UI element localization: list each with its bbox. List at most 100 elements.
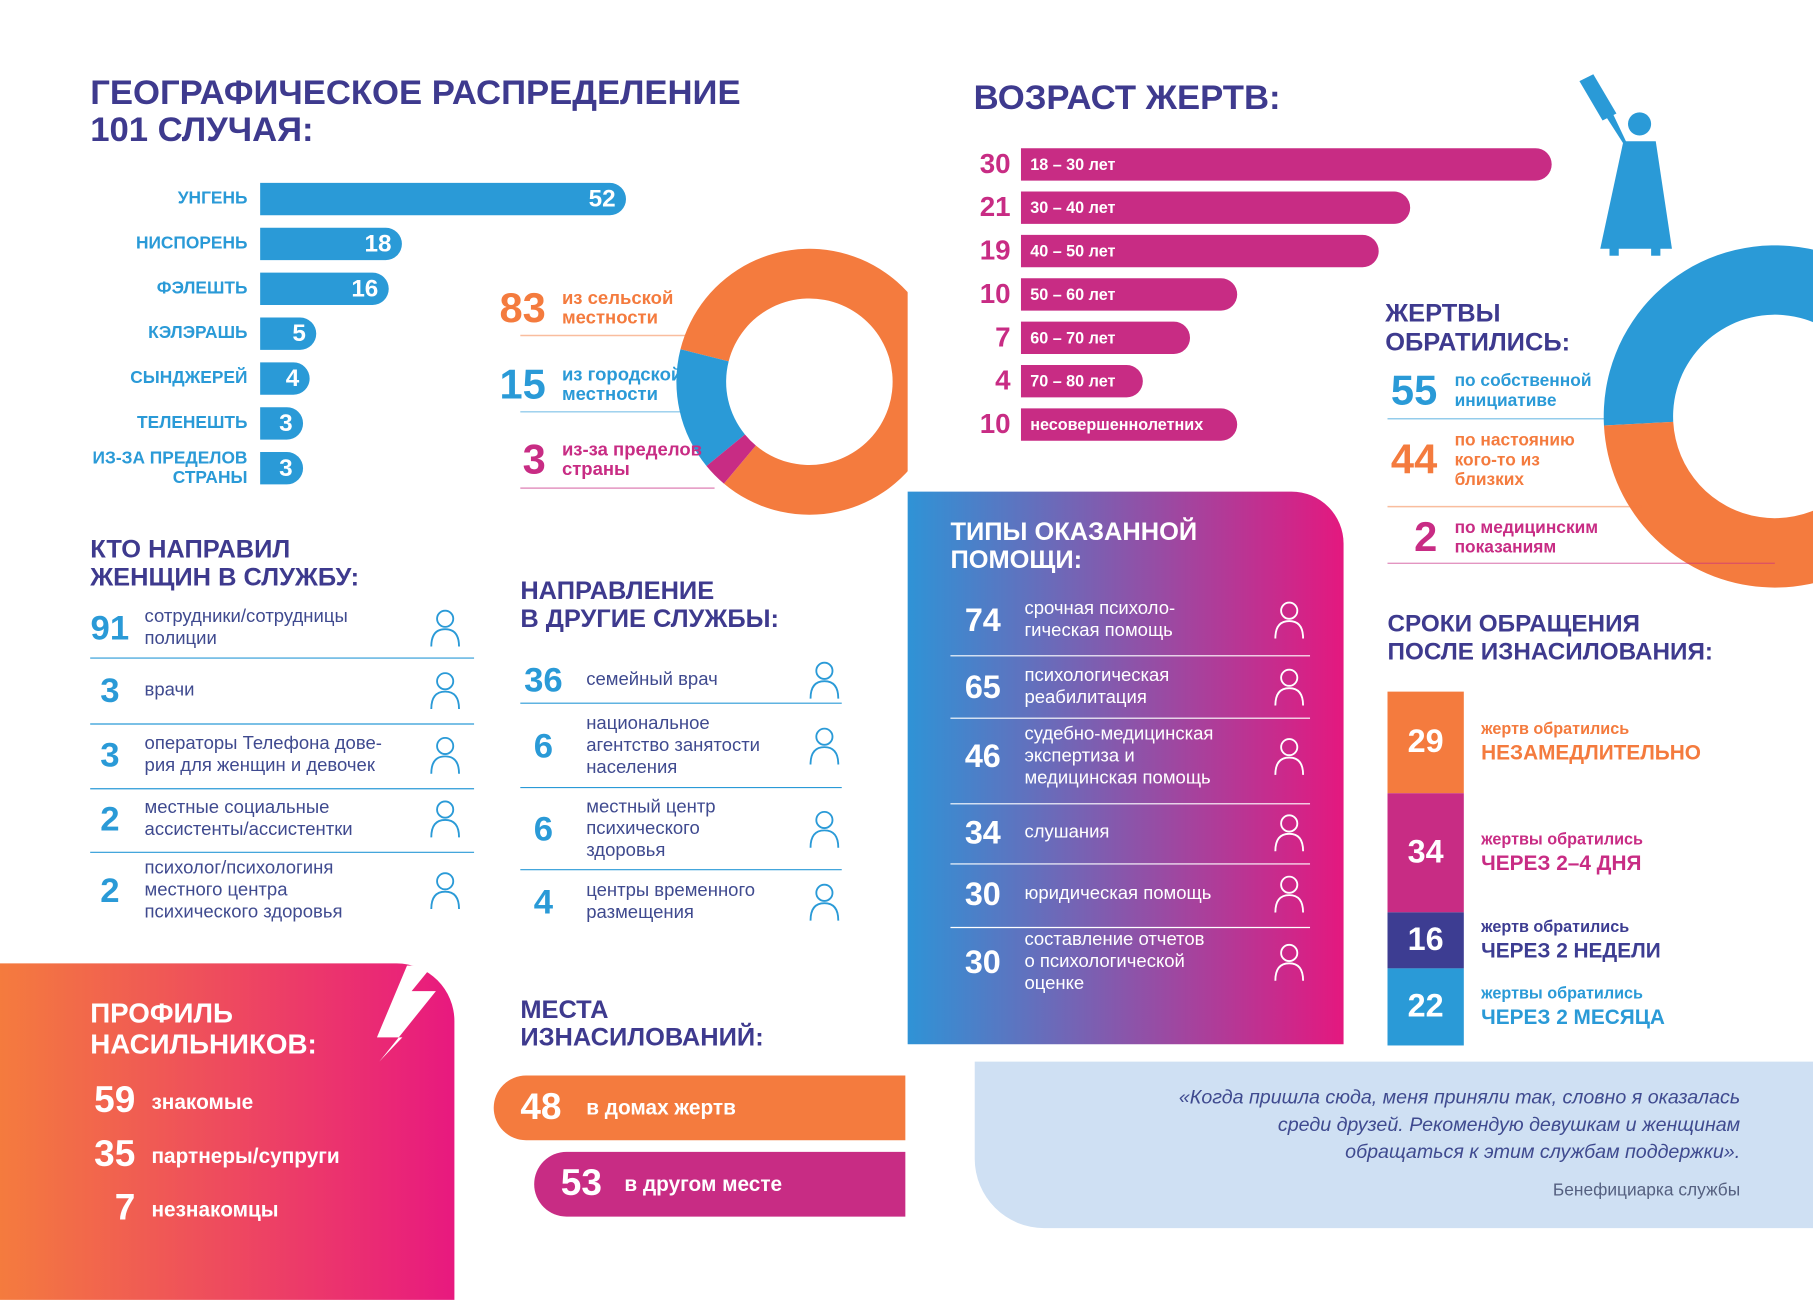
item-label: сотрудники/сотрудницы полиции <box>145 605 348 648</box>
item-value: 91 <box>91 610 130 648</box>
icon-body <box>1274 894 1305 913</box>
value-label: 4 <box>995 365 1011 396</box>
icon <box>430 800 460 838</box>
item-label: в домах жертв <box>586 1097 736 1120</box>
item-value: 4 <box>534 884 554 922</box>
value-label: 3 <box>279 410 293 437</box>
category-label: 18 – 30 лет <box>1030 156 1115 174</box>
caption: жертв обратились <box>1480 918 1629 936</box>
icon <box>430 736 460 774</box>
item-label: незнакомцы <box>151 1198 278 1221</box>
bar-segment <box>1387 793 1464 913</box>
item-value: 3 <box>100 737 119 775</box>
donut-segment <box>680 248 908 515</box>
value-label: 19 <box>980 235 1011 266</box>
item-value: 46 <box>965 738 1001 774</box>
bar <box>260 317 317 350</box>
icon <box>1274 875 1305 913</box>
icon-head <box>1280 814 1299 833</box>
item-label: знакомые <box>151 1091 253 1114</box>
value-label: 18 <box>365 230 392 257</box>
bar <box>1020 191 1411 224</box>
section-title: КТО НАПРАВИЛ ЖЕНЩИН В СЛУЖБУ: <box>89 535 359 591</box>
bar <box>260 407 304 440</box>
value-label: 16 <box>351 275 378 302</box>
value-label: 2 <box>1414 513 1437 560</box>
donut-segment <box>1603 421 1813 588</box>
category-label: по настоянию кого-то из близких <box>1455 429 1575 488</box>
donut <box>676 248 908 515</box>
bar <box>260 182 626 216</box>
icon-body <box>1274 962 1305 981</box>
bar <box>260 452 304 485</box>
value-label: 83 <box>499 284 545 331</box>
icon-body <box>430 755 460 774</box>
value-label: 52 <box>589 186 616 213</box>
quote-panel <box>974 1061 1813 1229</box>
icon <box>809 883 840 921</box>
icon-head <box>1280 738 1299 757</box>
item-label: местные социальные ассистенты/ассистентки <box>145 796 353 839</box>
item-value: 6 <box>534 727 553 765</box>
bar <box>1020 321 1191 354</box>
icon-head <box>436 872 455 891</box>
item-label: судебно-медицинская экспертиза и медицинск… <box>1024 722 1213 787</box>
icon <box>1274 738 1305 775</box>
bar <box>260 272 389 305</box>
bar-segment <box>1387 912 1464 969</box>
icon-head <box>436 800 455 819</box>
bar <box>1020 234 1379 268</box>
icon-body <box>809 680 840 699</box>
value-label: 10 <box>980 278 1011 309</box>
donut <box>1603 245 1813 588</box>
chart-title: СРОКИ ОБРАЩЕНИЯ ПОСЛЕ ИЗНАСИЛОВАНИЯ: <box>1388 611 1713 666</box>
category-label: 30 – 40 лет <box>1030 199 1115 217</box>
category-label: ЧЕРЕЗ 2 НЕДЕЛИ <box>1481 939 1661 962</box>
value-label: 29 <box>1408 723 1444 759</box>
category-label: по медицинским показаниям <box>1455 517 1599 557</box>
chart-title: ВОЗРАСТ ЖЕРТВ: <box>974 79 1281 117</box>
icon-body <box>809 902 840 921</box>
icon-body <box>430 690 460 709</box>
value-label: 10 <box>980 408 1011 439</box>
item-value: 2 <box>100 800 119 838</box>
item-value: 53 <box>561 1162 602 1203</box>
icon-body <box>809 829 840 848</box>
icon <box>809 661 840 699</box>
category-label: ТЕЛЕНЕШТЬ <box>137 412 247 432</box>
value-label: 44 <box>1391 436 1437 483</box>
item-label: психологическая реабилитация <box>1024 664 1169 707</box>
item-label: центры временного размещения <box>586 879 755 922</box>
section-title: МЕСТА ИЗНАСИЛОВАНИЙ: <box>520 995 763 1051</box>
item-value: 3 <box>100 672 119 710</box>
section-title: НАПРАВЛЕНИЕ В ДРУГИЕ СЛУЖБЫ: <box>520 577 779 633</box>
item-label: срочная психоло-гическая помощь <box>1024 597 1175 640</box>
item-label: психолог/психологиня местного центра психи… <box>145 856 343 921</box>
item-value: 59 <box>94 1079 135 1120</box>
item-label: национальное агентство занятости населения <box>586 712 760 777</box>
item-value: 30 <box>965 944 1001 980</box>
icon <box>1274 814 1305 852</box>
value-label: 16 <box>1408 921 1444 957</box>
caption: жертв обратились <box>1480 720 1629 738</box>
bar <box>260 362 310 395</box>
icon-body <box>430 628 460 647</box>
icon-body <box>1274 620 1305 639</box>
value-label: 15 <box>499 361 545 408</box>
category-label: из сельской местности <box>562 287 673 328</box>
icon <box>430 672 460 709</box>
category-label: ИЗ-ЗА ПРЕДЕЛОВ СТРАНЫ <box>93 447 248 487</box>
value-label: 21 <box>980 191 1011 222</box>
bar-segment <box>1387 691 1464 794</box>
category-label: 70 – 80 лет <box>1030 373 1115 391</box>
item-value: 48 <box>520 1086 561 1127</box>
item-label: операторы Телефона дове-рия для женщин и… <box>145 732 382 775</box>
category-label: 50 – 60 лет <box>1030 286 1115 304</box>
item-value: 2 <box>100 872 119 910</box>
value-label: 22 <box>1408 988 1444 1024</box>
value-label: 7 <box>995 321 1010 352</box>
icon-body <box>1274 832 1305 852</box>
category-label: из-за пределов страны <box>562 438 702 479</box>
location-bar <box>493 1075 906 1141</box>
